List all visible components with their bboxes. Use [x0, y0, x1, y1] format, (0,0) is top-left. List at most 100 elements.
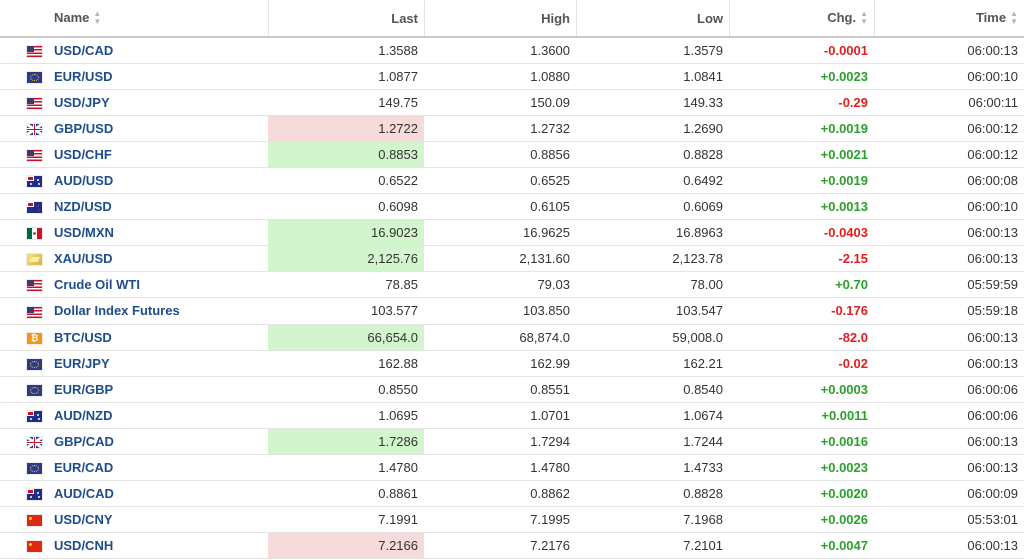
name-cell: USD/CHF — [48, 141, 268, 168]
high-price-cell: 0.8862 — [424, 480, 576, 508]
us-flag-icon — [27, 306, 42, 318]
time-cell: 06:00:13 — [874, 219, 1024, 247]
china-flag-icon — [27, 541, 42, 553]
change-cell: -2.15 — [729, 245, 874, 273]
australia-flag-icon — [27, 489, 42, 501]
instrument-link[interactable]: EUR/GBP — [54, 381, 114, 397]
time-cell: 06:00:09 — [874, 480, 1024, 508]
change-cell: +0.0013 — [729, 193, 874, 221]
flag-cell — [0, 89, 48, 116]
instrument-link[interactable]: USD/MXN — [54, 225, 114, 241]
change-cell: -0.29 — [729, 89, 874, 116]
low-price-cell: 59,008.0 — [576, 324, 729, 351]
table-row[interactable]: USD/CNH 7.2166 7.2176 7.2101 +0.0047 06:00:13 — [0, 532, 1024, 560]
table-row[interactable]: USD/CAD 1.3588 1.3600 1.3579 -0.0001 06:00:13 — [0, 37, 1024, 64]
instrument-link[interactable]: USD/JPY — [54, 94, 110, 110]
instrument-link[interactable]: Dollar Index Futures — [54, 303, 180, 319]
instrument-link[interactable]: Crude Oil WTI — [54, 277, 140, 293]
high-price-cell: 1.3600 — [424, 37, 576, 64]
table-row[interactable]: USD/MXN 16.9023 16.9625 16.8963 -0.0403 06:00… — [0, 219, 1024, 247]
eu-flag-icon — [27, 384, 42, 396]
time-cell: 06:00:10 — [874, 63, 1024, 90]
time-column-header[interactable]: Time ▲ ▼ — [874, 0, 1024, 38]
table-row[interactable]: XAU/USD 2,125.76 2,131.60 2,123.78 -2.15 06:0… — [0, 245, 1024, 273]
table-body: USD/CAD 1.3588 1.3600 1.3579 -0.0001 06:00:13… — [0, 37, 1024, 560]
instrument-link[interactable]: EUR/CAD — [54, 460, 114, 476]
table-row[interactable]: USD/CNY 7.1991 7.1995 7.1968 +0.0026 05:53:01 — [0, 506, 1024, 534]
name-cell: USD/JPY — [48, 89, 268, 116]
instrument-link[interactable]: AUD/USD — [54, 173, 114, 189]
change-cell: +0.0016 — [729, 428, 874, 456]
name-cell: USD/CNH — [48, 532, 268, 560]
change-cell: +0.0019 — [729, 167, 874, 195]
name-cell: EUR/JPY — [48, 350, 268, 377]
table-row[interactable]: EUR/USD 1.0877 1.0880 1.0841 +0.0023 06:00:10 — [0, 63, 1024, 90]
name-cell: BTC/USD — [48, 324, 268, 351]
high-price-cell: 0.6105 — [424, 193, 576, 221]
instrument-link[interactable]: GBP/CAD — [54, 433, 114, 449]
china-flag-icon — [27, 515, 42, 527]
flag-cell — [0, 37, 48, 64]
instrument-link[interactable]: XAU/USD — [54, 251, 113, 267]
time-cell: 06:00:10 — [874, 193, 1024, 221]
instrument-link[interactable]: GBP/USD — [54, 120, 114, 136]
low-price-cell: 0.6069 — [576, 193, 729, 221]
name-cell: Crude Oil WTI — [48, 271, 268, 299]
table-row[interactable]: ₿ BTC/USD 66,654.0 68,874.0 59,008.0 -82.0 06:… — [0, 324, 1024, 351]
high-price-cell: 0.8856 — [424, 141, 576, 168]
table-row[interactable]: GBP/USD 1.2722 1.2732 1.2690 +0.0019 06:00:12 — [0, 115, 1024, 142]
table-row[interactable]: USD/JPY 149.75 150.09 149.33 -0.29 06:00:11 — [0, 89, 1024, 116]
sort-arrows-icon[interactable]: ▲ ▼ — [860, 9, 868, 27]
instrument-link[interactable]: USD/CNH — [54, 538, 114, 554]
low-price-cell: 0.8828 — [576, 141, 729, 168]
last-price-cell: 1.0695 — [268, 402, 424, 429]
table-row[interactable]: EUR/CAD 1.4780 1.4780 1.4733 +0.0023 06:00:13 — [0, 454, 1024, 482]
high-price-cell: 79.03 — [424, 271, 576, 299]
table-row[interactable]: NZD/USD 0.6098 0.6105 0.6069 +0.0013 06:00:10 — [0, 193, 1024, 221]
table-row[interactable]: AUD/USD 0.6522 0.6525 0.6492 +0.0019 06:00:08 — [0, 167, 1024, 195]
mexico-flag-icon — [27, 228, 42, 240]
chg-column-header[interactable]: Chg. ▲ ▼ — [729, 0, 874, 38]
instrument-link[interactable]: USD/CHF — [54, 146, 112, 162]
change-cell: +0.0023 — [729, 454, 874, 482]
table-row[interactable]: AUD/CAD 0.8861 0.8862 0.8828 +0.0020 06:00:09 — [0, 480, 1024, 508]
sort-arrows-icon[interactable]: ▲ ▼ — [93, 9, 102, 27]
table-row[interactable]: Dollar Index Futures 103.577 103.850 103.54… — [0, 297, 1024, 325]
instrument-link[interactable]: AUD/NZD — [54, 407, 113, 423]
low-price-cell: 78.00 — [576, 271, 729, 299]
instrument-link[interactable]: USD/CNY — [54, 512, 113, 528]
table-row[interactable]: AUD/NZD 1.0695 1.0701 1.0674 +0.0011 06:00:06 — [0, 402, 1024, 429]
high-header-label: High — [541, 10, 570, 26]
time-header-label: Time — [975, 9, 1007, 25]
low-price-cell: 16.8963 — [576, 219, 729, 247]
name-cell: GBP/USD — [48, 115, 268, 142]
flag-cell — [0, 193, 48, 221]
high-price-cell: 162.99 — [424, 350, 576, 377]
high-price-cell: 7.1995 — [424, 506, 576, 534]
low-price-cell: 2,123.78 — [576, 245, 729, 273]
last-price-cell: 16.9023 — [268, 219, 424, 247]
name-column-header[interactable]: Name ▲ ▼ — [48, 0, 268, 38]
sort-arrows-icon[interactable]: ▲ ▼ — [1010, 9, 1018, 27]
last-price-cell: 7.1991 — [268, 506, 424, 534]
instrument-link[interactable]: USD/CAD — [54, 42, 114, 58]
uk-flag-icon — [27, 437, 42, 449]
flag-cell — [0, 245, 48, 273]
last-price-cell: 1.2722 — [268, 115, 424, 142]
last-price-cell: 2,125.76 — [268, 245, 424, 273]
table-row[interactable]: Crude Oil WTI 78.85 79.03 78.00 +0.70 05:59:5… — [0, 271, 1024, 299]
table-row[interactable]: USD/CHF 0.8853 0.8856 0.8828 +0.0021 06:00:12 — [0, 141, 1024, 168]
name-cell: EUR/GBP — [48, 376, 268, 403]
instrument-link[interactable]: EUR/USD — [54, 68, 113, 84]
instrument-link[interactable]: AUD/CAD — [54, 486, 114, 502]
name-cell: USD/CNY — [48, 506, 268, 534]
name-header-label: Name — [54, 9, 90, 25]
instrument-link[interactable]: NZD/USD — [54, 199, 112, 215]
instrument-link[interactable]: BTC/USD — [54, 329, 112, 345]
table-row[interactable]: GBP/CAD 1.7286 1.7294 1.7244 +0.0016 06:00:13 — [0, 428, 1024, 456]
table-row[interactable]: EUR/JPY 162.88 162.99 162.21 -0.02 06:00:13 — [0, 350, 1024, 377]
table-row[interactable]: EUR/GBP 0.8550 0.8551 0.8540 +0.0003 06:00:06 — [0, 376, 1024, 403]
instrument-link[interactable]: EUR/JPY — [54, 355, 110, 371]
name-cell: USD/MXN — [48, 219, 268, 247]
change-cell: +0.0047 — [729, 532, 874, 560]
